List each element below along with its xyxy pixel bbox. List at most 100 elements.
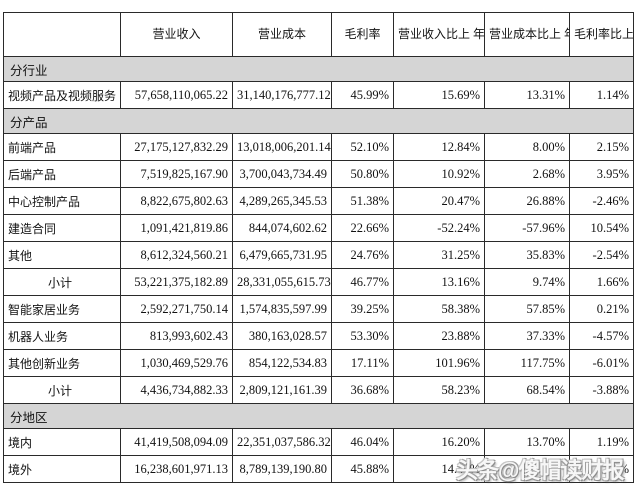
column-header: 营业成本比上 年同期增减 [484, 12, 570, 57]
cell-value: % [569, 455, 634, 483]
cell-value: 13.31% [484, 81, 570, 109]
row-label: 其他 [3, 241, 121, 269]
cell-value: 0.21% [569, 295, 634, 323]
table-row: 前端产品 27,175,127,832.29 13,018,006,201.14 52… [3, 133, 634, 161]
table-row: 境外 16,238,601,971.13 8,789,139,190.80 45.88… [3, 455, 634, 483]
cell-value: 8,822,675,802.63 [120, 187, 233, 215]
section-row: 分产品 [3, 108, 634, 134]
cell-value: 51.38% [331, 187, 394, 215]
row-label: 境内 [3, 428, 121, 456]
cell-value: 41,419,508,094.09 [120, 428, 233, 456]
cell-value: 57,658,110,065.22 [120, 81, 233, 109]
cell-value: 26.88% [484, 187, 570, 215]
cell-value: 58.38% [393, 295, 485, 323]
row-label: 其他创新业务 [3, 349, 121, 377]
cell-value: 4,436,734,882.33 [120, 376, 233, 404]
table-row: 境内 41,419,508,094.09 22,351,037,586.32 46.0… [3, 428, 634, 456]
cell-value: 16.20% [393, 428, 485, 456]
table-row: 视频产品及视频服务 57,658,110,065.22 31,140,176,777… [3, 81, 634, 109]
cell-value: 45.99% [331, 81, 394, 109]
cell-value: 22,351,037,586.32 [232, 428, 332, 456]
row-label: 小计 [3, 376, 121, 404]
cell-value: -52.24% [393, 214, 485, 242]
cell-value: -2.46% [569, 187, 634, 215]
cell-value: 57.85% [484, 295, 570, 323]
cell-value: 1,574,835,597.99 [232, 295, 332, 323]
cell-value: 10.92% [393, 160, 485, 188]
row-label: 后端产品 [3, 160, 121, 188]
cell-value: 101.96% [393, 349, 485, 377]
cell-value: 10.54% [569, 214, 634, 242]
cell-value: 380,163,028.57 [232, 322, 332, 350]
cell-value: 8,789,139,190.80 [232, 455, 332, 483]
cell-value: -3.88% [569, 376, 634, 404]
table-row: 智能家居业务 2,592,271,750.14 1,574,835,597.99 39… [3, 295, 634, 323]
cell-value: 58.23% [393, 376, 485, 404]
cell-value: 13.16% [393, 268, 485, 296]
cell-value: 1.66% [569, 268, 634, 296]
cell-value: 1,030,469,529.76 [120, 349, 233, 377]
cell-value: 8,612,324,560.21 [120, 241, 233, 269]
cell-value: 36.68% [331, 376, 394, 404]
cell-value: 7,519,825,167.90 [120, 160, 233, 188]
cell-value: 854,122,534.83 [232, 349, 332, 377]
table-row: 后端产品 7,519,825,167.90 3,700,043,734.49 50.8… [3, 160, 634, 188]
section-header: 分地区 [3, 403, 634, 429]
section-header: 分产品 [3, 108, 634, 134]
column-header: 营业收入比上 年同期增减 [393, 12, 485, 57]
column-header-empty [3, 12, 121, 57]
cell-value: -2.54% [569, 241, 634, 269]
cell-value: 12.84% [393, 133, 485, 161]
cell-value: 23.88% [393, 322, 485, 350]
cell-value: 20.47% [393, 187, 485, 215]
row-label: 境外 [3, 455, 121, 483]
cell-value: -4.57% [569, 322, 634, 350]
table-row: 小计 53,221,375,182.89 28,331,055,615.73 46.7… [3, 268, 634, 296]
cell-value: 37.33% [484, 322, 570, 350]
cell-value [484, 455, 570, 483]
column-header: 营业成本 [232, 12, 332, 57]
cell-value: -57.96% [484, 214, 570, 242]
cell-value: 27,175,127,832.29 [120, 133, 233, 161]
cell-value: 68.54% [484, 376, 570, 404]
row-label: 智能家居业务 [3, 295, 121, 323]
cell-value: -6.01% [569, 349, 634, 377]
row-label: 建造合同 [3, 214, 121, 242]
cell-value: 2,592,271,750.14 [120, 295, 233, 323]
row-label: 前端产品 [3, 133, 121, 161]
cell-value: 3,700,043,734.49 [232, 160, 332, 188]
cell-value: 46.77% [331, 268, 394, 296]
cell-value: 1,091,421,819.86 [120, 214, 233, 242]
cell-value: 53.30% [331, 322, 394, 350]
cell-value: 45.88% [331, 455, 394, 483]
column-header: 毛利率 [331, 12, 394, 57]
cell-value: 28,331,055,615.73 [232, 268, 332, 296]
table-row: 其他创新业务 1,030,469,529.76 854,122,534.83 17.1… [3, 349, 634, 377]
cell-value: 13,018,006,201.14 [232, 133, 332, 161]
cell-value: 31,140,176,777.12 [232, 81, 332, 109]
cell-value: 14.43% [393, 455, 485, 483]
section-row: 分地区 [3, 403, 634, 429]
table-row: 其他 8,612,324,560.21 6,479,665,731.95 24.76%… [3, 241, 634, 269]
table-row: 机器人业务 813,993,602.43 380,163,028.57 53.30% 2… [3, 322, 634, 350]
column-header: 毛利率比上 年同期增减 [569, 12, 634, 57]
row-label: 机器人业务 [3, 322, 121, 350]
cell-value: 2,809,121,161.39 [232, 376, 332, 404]
cell-value: 6,479,665,731.95 [232, 241, 332, 269]
cell-value: 15.69% [393, 81, 485, 109]
cell-value: 117.75% [484, 349, 570, 377]
cell-value: 1.14% [569, 81, 634, 109]
cell-value: 844,074,602.62 [232, 214, 332, 242]
column-header: 营业收入 [120, 12, 233, 57]
cell-value: 52.10% [331, 133, 394, 161]
cell-value: 31.25% [393, 241, 485, 269]
cell-value: 2.15% [569, 133, 634, 161]
cell-value: 4,289,265,345.53 [232, 187, 332, 215]
cell-value: 22.66% [331, 214, 394, 242]
cell-value: 17.11% [331, 349, 394, 377]
cell-value: 46.04% [331, 428, 394, 456]
